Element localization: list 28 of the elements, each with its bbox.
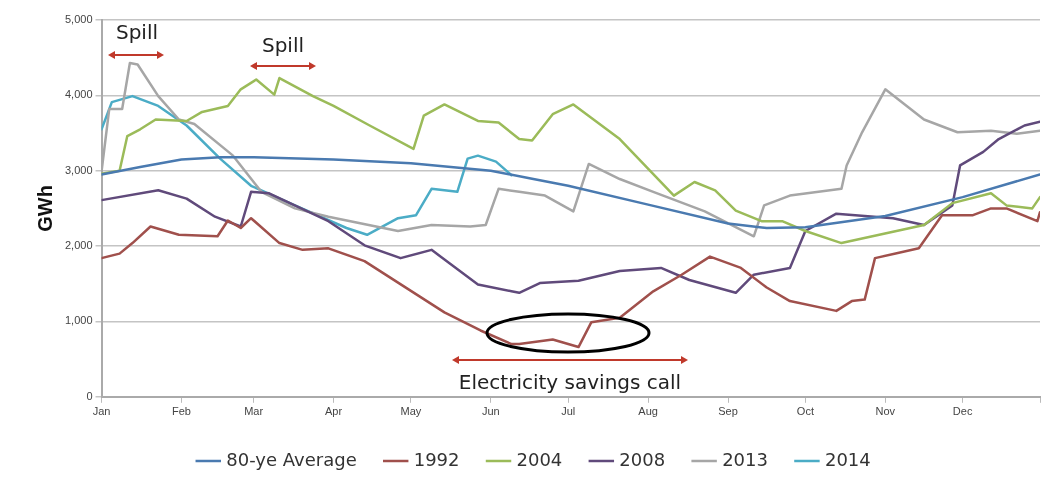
y-axis-title: GWh bbox=[33, 185, 56, 232]
legend-label: 80-ye Average bbox=[226, 448, 357, 470]
x-tick-label: Aug bbox=[638, 405, 658, 418]
legend-label: 2014 bbox=[824, 448, 871, 470]
legend-label: 2004 bbox=[516, 448, 563, 470]
legend-label: 2013 bbox=[722, 448, 768, 470]
x-tick-label: Apr bbox=[325, 405, 343, 418]
y-tick-label: 1,000 bbox=[65, 314, 93, 327]
annotation: Spill bbox=[115, 20, 159, 45]
x-tick-label: Oct bbox=[796, 405, 814, 418]
x-tick-label: Dec bbox=[952, 405, 973, 418]
y-tick-label: 4,000 bbox=[65, 88, 93, 101]
x-tick-label: Jul bbox=[561, 405, 576, 418]
x-tick-label: May bbox=[400, 405, 422, 418]
x-tick-label: Feb bbox=[171, 405, 191, 418]
x-tick-label: Sep bbox=[718, 405, 738, 418]
x-tick-label: Mar bbox=[244, 405, 264, 418]
legend-label: 1992 bbox=[413, 448, 460, 470]
y-tick-label: 3,000 bbox=[65, 163, 93, 176]
x-tick-label: Jan bbox=[92, 405, 111, 418]
legend-label: 2008 bbox=[619, 448, 666, 470]
y-tick-label: 0 bbox=[86, 389, 93, 402]
x-tick-label: Nov bbox=[875, 405, 896, 418]
annotation: Spill bbox=[261, 33, 305, 58]
annotation: Electricity savings call bbox=[458, 370, 682, 395]
y-tick-label: 2,000 bbox=[65, 239, 93, 252]
y-tick-label: 5,000 bbox=[65, 13, 93, 26]
x-tick-label: Jun bbox=[481, 405, 500, 418]
